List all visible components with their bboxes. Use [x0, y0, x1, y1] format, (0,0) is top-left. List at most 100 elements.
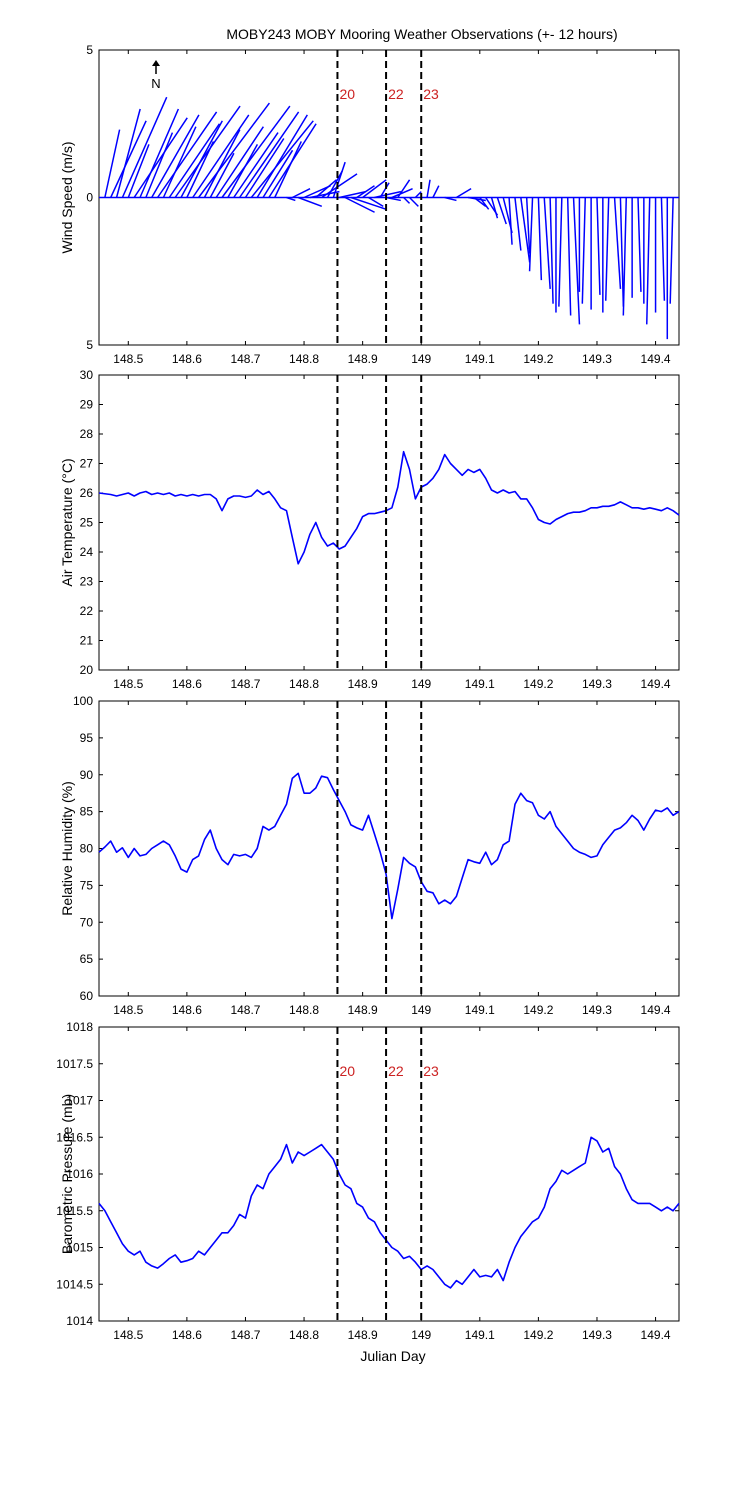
wind-stick	[133, 117, 188, 198]
wind-stick	[479, 197, 490, 210]
wind-stick	[203, 129, 241, 198]
y-tick-label: 20	[80, 663, 94, 677]
wind-stick	[391, 187, 413, 199]
panel-1: 5 0 5 148.5 148.6 148.7 148.8 148.9 149 149.1 149.…	[59, 43, 680, 366]
wind-stick	[127, 144, 150, 198]
x-tick-label: 148.8	[289, 1003, 319, 1017]
y-tick-label: 25	[80, 516, 94, 530]
y-tick-label: 5	[86, 43, 93, 57]
y-tick-label: 0	[86, 191, 93, 205]
y-tick-label: 85	[80, 805, 94, 819]
x-tick-label: 148.9	[348, 352, 378, 366]
wind-stick	[262, 149, 294, 198]
y-tick-label: 65	[80, 952, 94, 966]
wind-stick	[397, 179, 411, 198]
x-tick-label: 148.6	[172, 677, 202, 691]
wind-stick	[209, 152, 235, 198]
wind-stick	[168, 123, 221, 198]
x-tick-label: 149	[411, 352, 431, 366]
wind-stick	[622, 197, 628, 316]
y-tick-label: 1016.5	[56, 1130, 93, 1144]
y-tick-label: 80	[80, 842, 94, 856]
series-line	[98, 1136, 680, 1289]
event-marker-label: 20	[339, 86, 355, 102]
x-tick-label: 149.2	[523, 352, 553, 366]
y-tick-label: 29	[80, 398, 94, 412]
axes-frame	[98, 700, 680, 997]
x-axis-label: Julian Day	[360, 1348, 425, 1364]
y-tick-label: 1014	[66, 1314, 93, 1328]
y-tick-label: 90	[80, 768, 94, 782]
wind-stick	[414, 191, 422, 199]
wind-stick	[115, 108, 141, 198]
y-tick-label: 75	[80, 878, 94, 892]
x-tick-label: 148.8	[289, 677, 319, 691]
wind-stick	[344, 196, 375, 213]
wind-stick	[596, 197, 601, 295]
x-tick-label: 148.7	[230, 1328, 260, 1342]
wind-stick	[151, 114, 200, 198]
wind-stick	[604, 197, 610, 301]
figure-title: MOBY243 MOBY Mooring Weather Observation…	[226, 26, 617, 42]
x-tick-label: 148.6	[172, 1003, 202, 1017]
wind-stick	[496, 197, 507, 225]
x-tick-label: 149.4	[641, 677, 671, 691]
x-tick-label: 148.9	[348, 1003, 378, 1017]
panel-2: 20 21 22 23 24 25 26 27 28 29 30 148.5 148.6 148.7 148…	[59, 368, 680, 691]
y-tick-label: 1014.5	[56, 1277, 93, 1291]
wind-stick	[403, 196, 411, 204]
y-tick-label: 1015	[66, 1241, 93, 1255]
x-tick-label: 149.1	[465, 1003, 495, 1017]
event-marker-label: 20	[339, 1063, 355, 1079]
y-tick-label: 60	[80, 989, 94, 1003]
y-tick-label: 70	[80, 915, 94, 929]
y-axis-label: Air Temperature (°C)	[59, 458, 75, 586]
x-tick-label: 149.3	[582, 1328, 612, 1342]
event-marker-label: 22	[388, 1063, 404, 1079]
wind-stick	[613, 197, 622, 289]
x-tick-label: 149.1	[465, 1328, 495, 1342]
wind-stick	[180, 120, 223, 198]
wind-stick	[660, 197, 666, 301]
y-tick-label: 1016	[66, 1167, 93, 1181]
wind-stick	[291, 187, 311, 199]
x-tick-label: 148.5	[113, 352, 143, 366]
wind-stick	[121, 96, 168, 198]
wind-stick	[192, 114, 250, 198]
y-tick-label: 1018	[66, 1020, 93, 1034]
event-marker-label: 23	[423, 86, 439, 102]
y-tick-label: 30	[80, 368, 94, 382]
wind-stick	[473, 196, 487, 207]
x-tick-label: 149	[411, 1003, 431, 1017]
wind-stick	[139, 108, 180, 198]
wind-stick	[356, 185, 375, 199]
wind-stick	[432, 185, 440, 198]
wind-stick	[581, 197, 587, 304]
x-tick-label: 149.1	[465, 677, 495, 691]
x-tick-label: 148.8	[289, 352, 319, 366]
x-tick-label: 148.5	[113, 677, 143, 691]
wind-stick	[339, 190, 366, 199]
wind-stick	[514, 197, 522, 251]
y-axis-label: Relative Humidity (%)	[59, 781, 75, 916]
x-tick-label: 149.4	[641, 1328, 671, 1342]
y-tick-label: 100	[73, 694, 93, 708]
panel-4: 1014 1014.5 1015 1015.5 1016 1016.5 1017 1017.5…	[56, 1020, 680, 1342]
series-line	[98, 772, 680, 920]
wind-stick	[368, 196, 384, 207]
wind-stick	[104, 129, 121, 198]
wind-stick	[408, 196, 419, 207]
wind-stick	[490, 197, 499, 219]
wind-stick	[145, 132, 174, 198]
wind-stick	[549, 197, 554, 304]
y-tick-label: 22	[80, 604, 94, 618]
y-tick-label: 28	[80, 427, 94, 441]
wind-stick	[379, 182, 390, 198]
wind-stick	[227, 144, 259, 198]
x-tick-label: 149.3	[582, 352, 612, 366]
y-tick-label: 1017.5	[56, 1057, 93, 1071]
wind-stick	[250, 120, 314, 198]
wind-stick	[385, 196, 401, 202]
y-tick-label: 23	[80, 575, 94, 589]
y-tick-label: 21	[80, 634, 94, 648]
